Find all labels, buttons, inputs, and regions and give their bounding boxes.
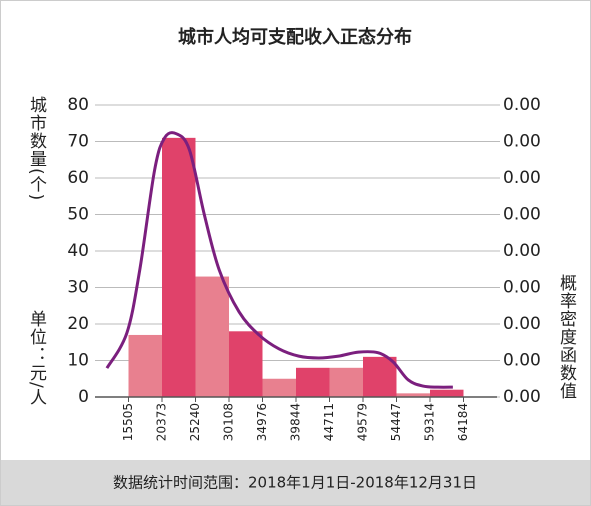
bar (128, 334, 163, 397)
x-tick-label: 30108 (221, 403, 235, 441)
y-tick-label: 40 (67, 241, 89, 261)
y-tick-label: 20 (67, 314, 89, 334)
density-curve (105, 131, 453, 389)
bar (429, 389, 464, 397)
y-tick-label: 30 (67, 278, 89, 298)
y2-tick-label: 0.00 (503, 278, 541, 298)
bar (262, 378, 296, 397)
y-tick-label: 70 (67, 132, 89, 152)
y2-axis-label: 概率密度函数值 (556, 274, 576, 400)
y-tick-label: 80 (67, 95, 89, 115)
y2-tick-label: 0.00 (503, 351, 541, 371)
x-tick-label: 39844 (288, 403, 302, 441)
y2-tick-label: 0.00 (503, 241, 541, 261)
y2-tick-label: 0.00 (503, 168, 541, 188)
x-tick-label: 15505 (121, 403, 135, 441)
footer: 数据统计时间范围：2018年1月1日-2018年12月31日 (113, 474, 477, 492)
y-tick-label: 60 (67, 168, 89, 188)
bar (228, 331, 263, 397)
y-axis-label: 城市数量(个) (26, 96, 46, 202)
bar (162, 137, 196, 397)
y-tick-label: 0 (78, 387, 89, 407)
bar (195, 276, 229, 397)
y2-tick-label: 0.00 (503, 205, 541, 225)
x-tick-label: 54447 (389, 403, 403, 441)
y2-tick-label: 0.00 (503, 95, 541, 115)
bar (329, 367, 363, 397)
x-tick-label: 44711 (322, 403, 336, 441)
y-tick-label: 50 (67, 205, 89, 225)
x-tick-label: 20373 (155, 403, 169, 441)
bar (396, 393, 430, 397)
x-tick-label: 59314 (422, 403, 436, 441)
y2-tick-label: 0.00 (503, 387, 541, 407)
bar (295, 367, 330, 397)
x-tick-label: 49579 (355, 403, 369, 441)
x-tick-label: 34976 (255, 403, 269, 441)
unit-note: 单位：元/人 (26, 310, 46, 407)
x-tick-label: 25240 (188, 403, 202, 441)
x-tick-label: 64184 (456, 403, 470, 441)
y2-tick-label: 0.00 (503, 132, 541, 152)
chart-title: 城市人均可支配收入正态分布 (178, 26, 412, 48)
footer-band (1, 460, 590, 505)
y-tick-label: 10 (67, 351, 89, 371)
bar (362, 356, 397, 397)
y2-tick-label: 0.00 (503, 314, 541, 334)
